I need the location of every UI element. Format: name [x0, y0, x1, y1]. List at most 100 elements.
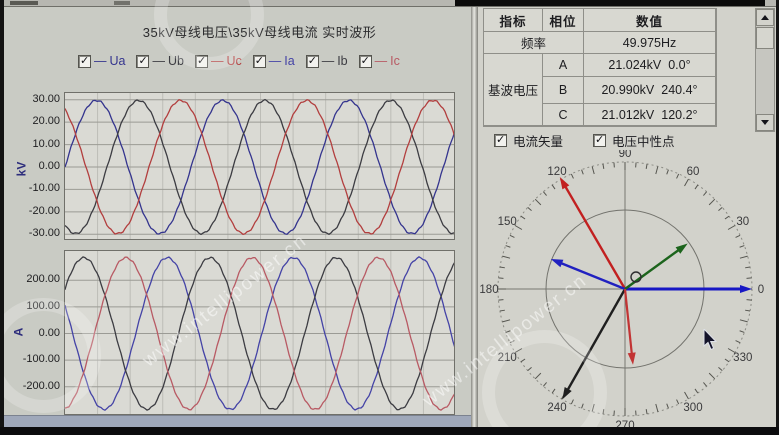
panel-footer-strip	[4, 415, 471, 427]
voltage-neutral-checkbox-group: 电压中性点	[593, 131, 675, 150]
window-fragment	[114, 1, 130, 5]
top-edge-strip	[4, 0, 776, 7]
app-window: 35kV母线电压\35kV母线电流 实时波形 —Ua—Ub—Uc—Ia—Ib—I…	[4, 0, 776, 427]
phasor-vector-Ib	[624, 248, 681, 290]
phase-a-angle: 0.0°	[668, 58, 691, 72]
current-vector-label: 电流矢量	[513, 135, 564, 149]
y-tick-label: 20.00	[32, 115, 60, 128]
waveform-Ic	[65, 256, 454, 411]
phasor-arrowhead-Ic	[627, 352, 636, 365]
y-tick-label: -30.00	[28, 227, 60, 240]
legend-line-swatch: —	[94, 54, 107, 68]
y-tick-label: -200.00	[22, 379, 60, 392]
waveform-Ub	[65, 98, 454, 236]
current-waveform-chart	[64, 250, 455, 415]
y-tick-label: -100.00	[22, 353, 60, 366]
y-tick-label: 10.00	[32, 137, 60, 150]
measurement-table: 指标 相位 数值 频率 49.975Hz 基波电压 A 21.024kV 0.0…	[483, 8, 717, 127]
polar-angle-label-0: 0	[758, 284, 764, 296]
phasor-arrowhead-Uc	[559, 177, 570, 190]
legend-checkbox-Ib[interactable]	[305, 54, 319, 68]
table-header-value: 数值	[584, 9, 716, 32]
table-scrollbar[interactable]	[755, 8, 775, 132]
phase-b-angle: 240.4°	[661, 83, 698, 97]
scroll-up-button[interactable]	[756, 9, 774, 26]
legend-label: Ia	[284, 54, 295, 68]
waveform-legend: —Ua—Ub—Uc—Ia—Ib—Ic	[78, 54, 468, 68]
phasor-arrowhead-Ua	[740, 285, 752, 293]
waveform-Ia	[65, 256, 454, 411]
vector-display-controls: 电流矢量 电压中性点	[494, 131, 675, 150]
phase-c-label: C	[543, 104, 584, 126]
polar-angle-label-330: 330	[733, 352, 752, 364]
legend-line-swatch: —	[321, 54, 335, 68]
phasor-vector-Uc	[563, 185, 627, 290]
y-tick-label: 30.00	[32, 92, 60, 105]
polar-angle-label-120: 120	[547, 166, 566, 178]
legend-checkbox-Uc[interactable]	[194, 54, 208, 68]
polar-angle-label-150: 150	[498, 216, 517, 228]
legend-line-swatch: —	[268, 54, 282, 68]
phase-b-label: B	[543, 77, 584, 104]
phasor-arrowhead-Ib	[675, 243, 688, 254]
y-tick-label: 200.00	[26, 273, 60, 286]
legend-checkbox-Ub[interactable]	[136, 54, 150, 68]
scrollbar-thumb[interactable]	[756, 27, 774, 49]
current-unit-label: A	[11, 327, 26, 337]
polar-angle-label-300: 300	[683, 402, 702, 414]
voltage-waveform-chart	[64, 92, 455, 240]
legend-line-swatch: —	[374, 54, 388, 68]
polar-angle-label-270: 270	[615, 420, 634, 427]
y-tick-label: 0.00	[38, 160, 60, 172]
table-header-phase: 相位	[543, 9, 584, 32]
panel-splitter[interactable]	[471, 7, 478, 427]
waveform-panel: 35kV母线电压\35kV母线电流 实时波形 —Ua—Ub—Uc—Ia—Ib—I…	[4, 7, 471, 427]
current-vector-checkbox-group: 电流矢量	[494, 131, 563, 150]
table-header-indicator: 指标	[484, 9, 543, 32]
fundamental-voltage-label: 基波电压	[484, 54, 543, 126]
top-dark-strip	[455, 0, 765, 6]
legend-item-Ia: —Ia	[252, 54, 295, 68]
phasor-vector-Ic	[623, 288, 634, 355]
legend-label: Ub	[167, 54, 184, 68]
legend-item-Uc: —Uc	[194, 54, 242, 68]
phase-c-angle: 120.2°	[661, 107, 698, 122]
waveform-Ib	[65, 256, 454, 411]
phase-c-magnitude: 21.012kV	[601, 107, 655, 122]
legend-item-Ua: —Ua	[78, 54, 125, 68]
voltage-neutral-label: 电压中性点	[612, 135, 675, 149]
legend-checkbox-Ic[interactable]	[358, 54, 372, 68]
polar-angle-label-180: 180	[479, 284, 498, 296]
scroll-down-button[interactable]	[756, 114, 774, 131]
legend-checkbox-Ua[interactable]	[78, 54, 91, 68]
y-tick-label: -10.00	[28, 182, 60, 195]
legend-item-Ib: —Ib	[305, 54, 348, 68]
phase-a-label: A	[543, 54, 584, 77]
legend-checkbox-Ia[interactable]	[252, 54, 266, 68]
phasor-arrowhead-Ub	[562, 387, 572, 400]
y-tick-label: 0.00	[38, 326, 60, 339]
phasor-vector-Ia	[559, 261, 626, 291]
voltage-neutral-point-marker	[630, 271, 642, 283]
phasor-vector-Ub	[566, 288, 627, 392]
phasor-arrowhead-Ia	[550, 259, 564, 268]
scroll-down-icon	[761, 120, 769, 125]
current-vector-checkbox[interactable]	[494, 133, 507, 147]
voltage-neutral-checkbox[interactable]	[593, 133, 607, 147]
legend-label: Ua	[109, 54, 126, 68]
frequency-label: 频率	[484, 32, 584, 54]
window-fragment	[10, 1, 38, 5]
y-tick-label: 100.00	[26, 299, 60, 312]
phase-b-magnitude: 20.990kV	[601, 83, 655, 97]
scroll-up-icon	[761, 15, 769, 20]
phase-c-value: 21.012kV 120.2°	[584, 104, 716, 126]
waveform-Ua	[65, 99, 454, 235]
waveform-Uc	[65, 99, 454, 236]
legend-label: Ib	[337, 54, 348, 68]
y-tick-label: -20.00	[28, 204, 60, 217]
legend-line-swatch: —	[152, 54, 165, 68]
legend-label: Ic	[390, 54, 400, 68]
polar-angle-label-60: 60	[687, 166, 700, 178]
photo-bottom-edge	[0, 427, 779, 435]
polar-angle-label-90: 90	[619, 150, 632, 160]
